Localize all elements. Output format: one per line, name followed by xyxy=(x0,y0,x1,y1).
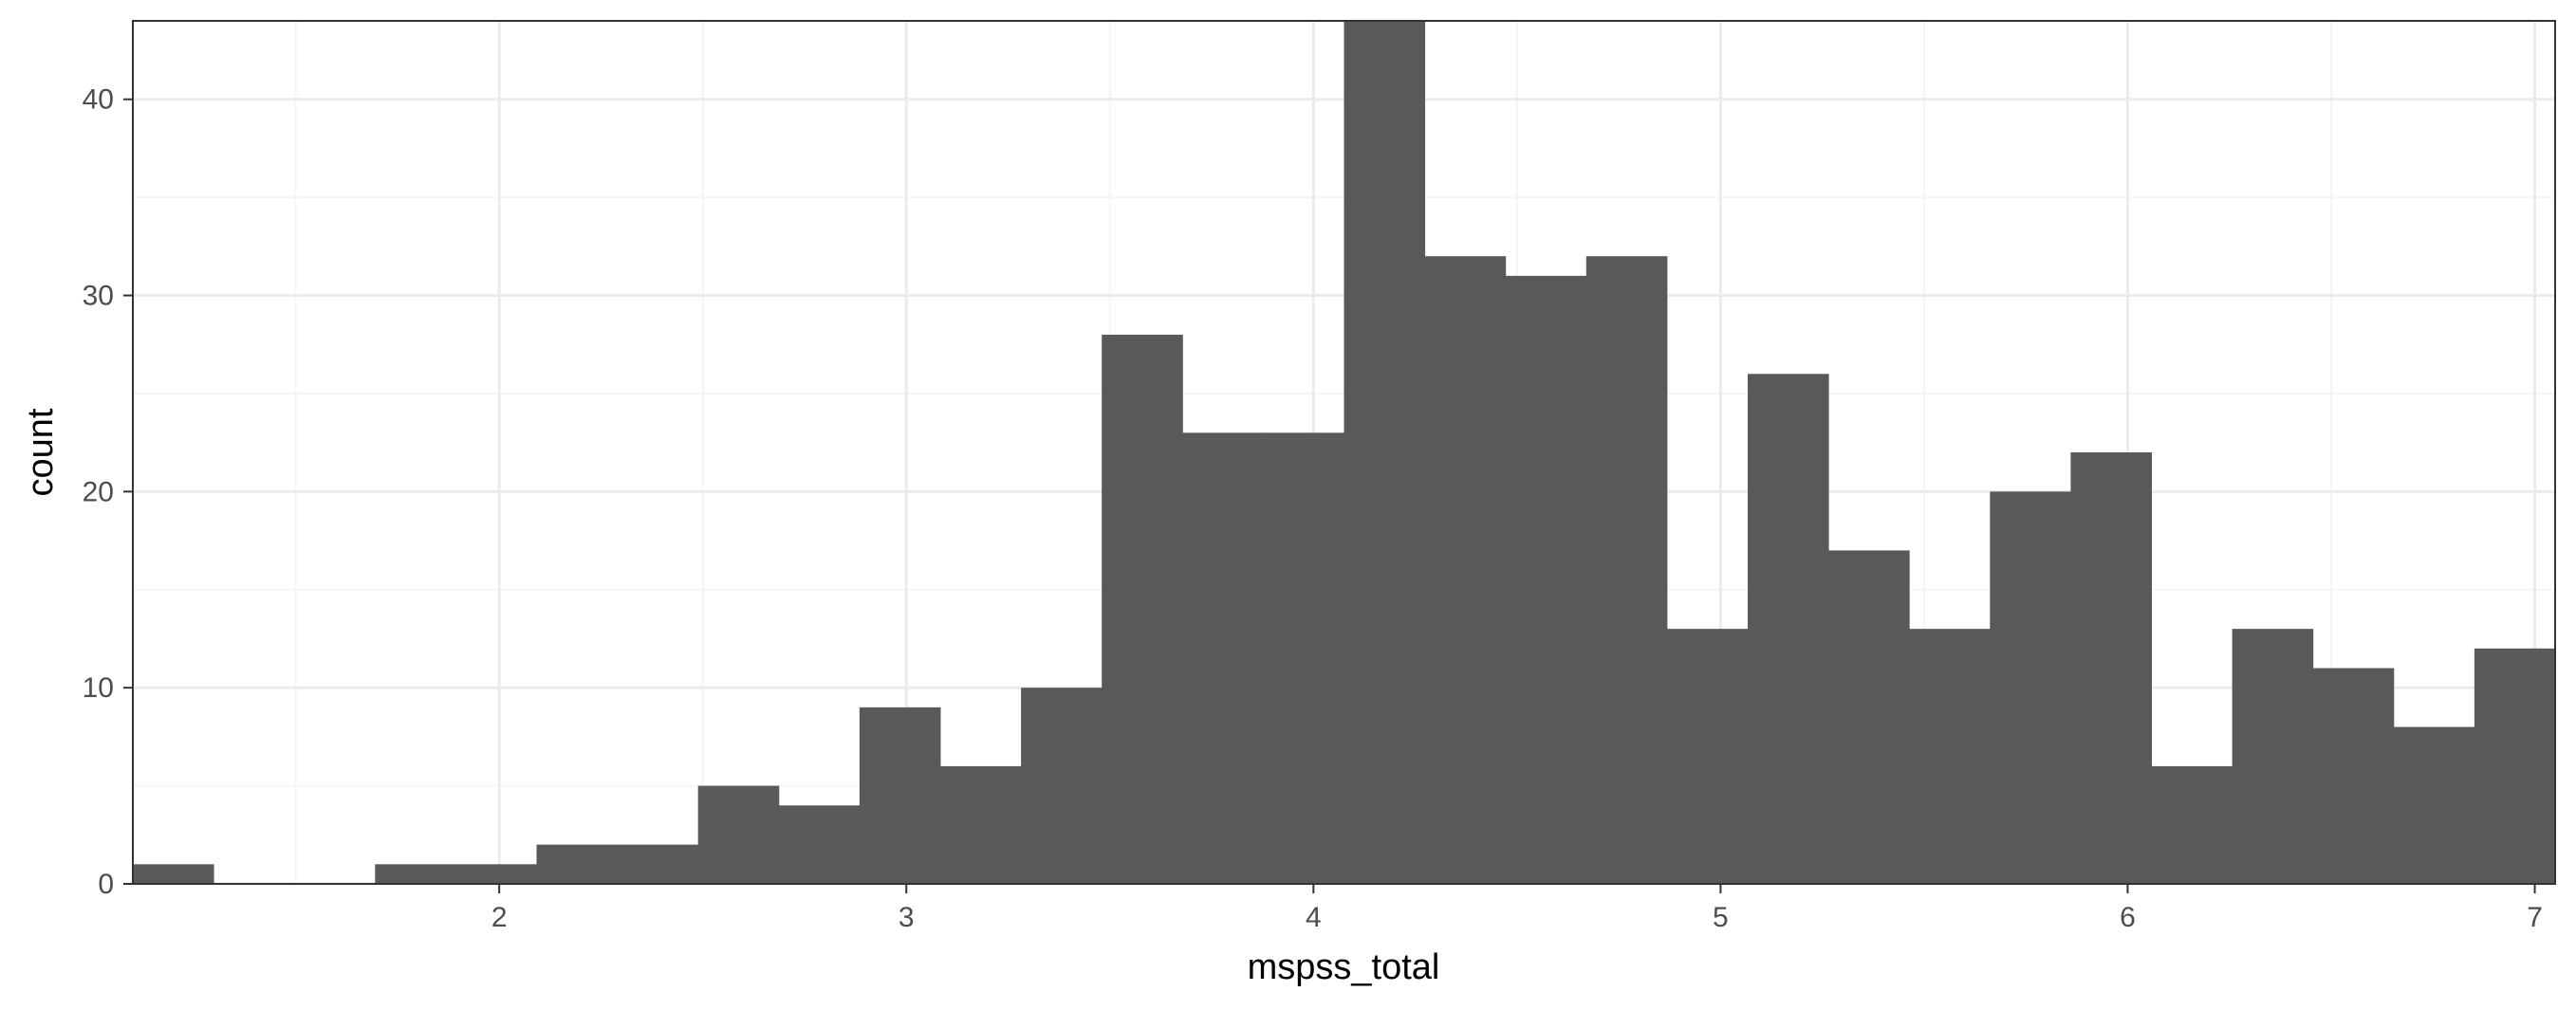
histogram-bar xyxy=(1828,550,1910,884)
histogram-bar xyxy=(1263,432,1344,884)
x-axis-title: mspss_total xyxy=(1248,947,1440,987)
x-tick-label: 5 xyxy=(1713,902,1729,933)
histogram-bar xyxy=(1585,256,1668,884)
histogram-bar xyxy=(859,707,941,884)
y-tick-label: 20 xyxy=(83,476,114,507)
histogram-bar xyxy=(1424,256,1507,884)
y-tick-label: 30 xyxy=(83,281,114,312)
histogram-bar xyxy=(617,844,699,884)
x-tick-label: 2 xyxy=(491,902,508,933)
histogram-bar xyxy=(1182,432,1264,884)
histogram-bar xyxy=(1344,21,1426,884)
histogram-bar xyxy=(455,864,537,884)
histogram-bar xyxy=(2393,726,2475,884)
y-axis-title: count xyxy=(21,408,61,496)
histogram-bar xyxy=(1102,334,1183,885)
x-axis-ticks: 2 3 4 5 6 7 xyxy=(491,884,2543,933)
y-tick-label: 40 xyxy=(83,84,114,116)
y-tick-label: 0 xyxy=(98,869,114,900)
histogram-bar xyxy=(1909,629,1991,884)
histogram-bars xyxy=(133,21,2556,885)
histogram-bar xyxy=(2070,452,2152,884)
histogram-bar xyxy=(2474,648,2556,884)
histogram-bar xyxy=(1021,688,1103,884)
x-tick-label: 6 xyxy=(2120,902,2136,933)
y-tick-label: 10 xyxy=(83,672,114,704)
histogram-bar xyxy=(2232,629,2314,884)
histogram-bar xyxy=(939,765,1022,884)
x-tick-label: 3 xyxy=(899,902,915,933)
histogram-bar xyxy=(536,844,619,884)
histogram-bar xyxy=(697,785,780,884)
histogram-bar xyxy=(778,805,861,884)
histogram-bar xyxy=(2151,765,2233,884)
histogram-bar xyxy=(1990,491,2071,884)
histogram-bar xyxy=(133,864,214,884)
x-tick-label: 7 xyxy=(2527,902,2543,933)
histogram-bar xyxy=(2312,668,2395,884)
x-tick-label: 4 xyxy=(1306,902,1322,933)
histogram-bar xyxy=(1748,374,1829,885)
histogram-bar xyxy=(1505,275,1587,884)
panel-border xyxy=(132,20,2556,885)
y-axis-ticks: 0 10 20 30 40 xyxy=(83,84,133,900)
histogram-bar xyxy=(375,864,456,884)
histogram-bar xyxy=(1666,629,1749,884)
